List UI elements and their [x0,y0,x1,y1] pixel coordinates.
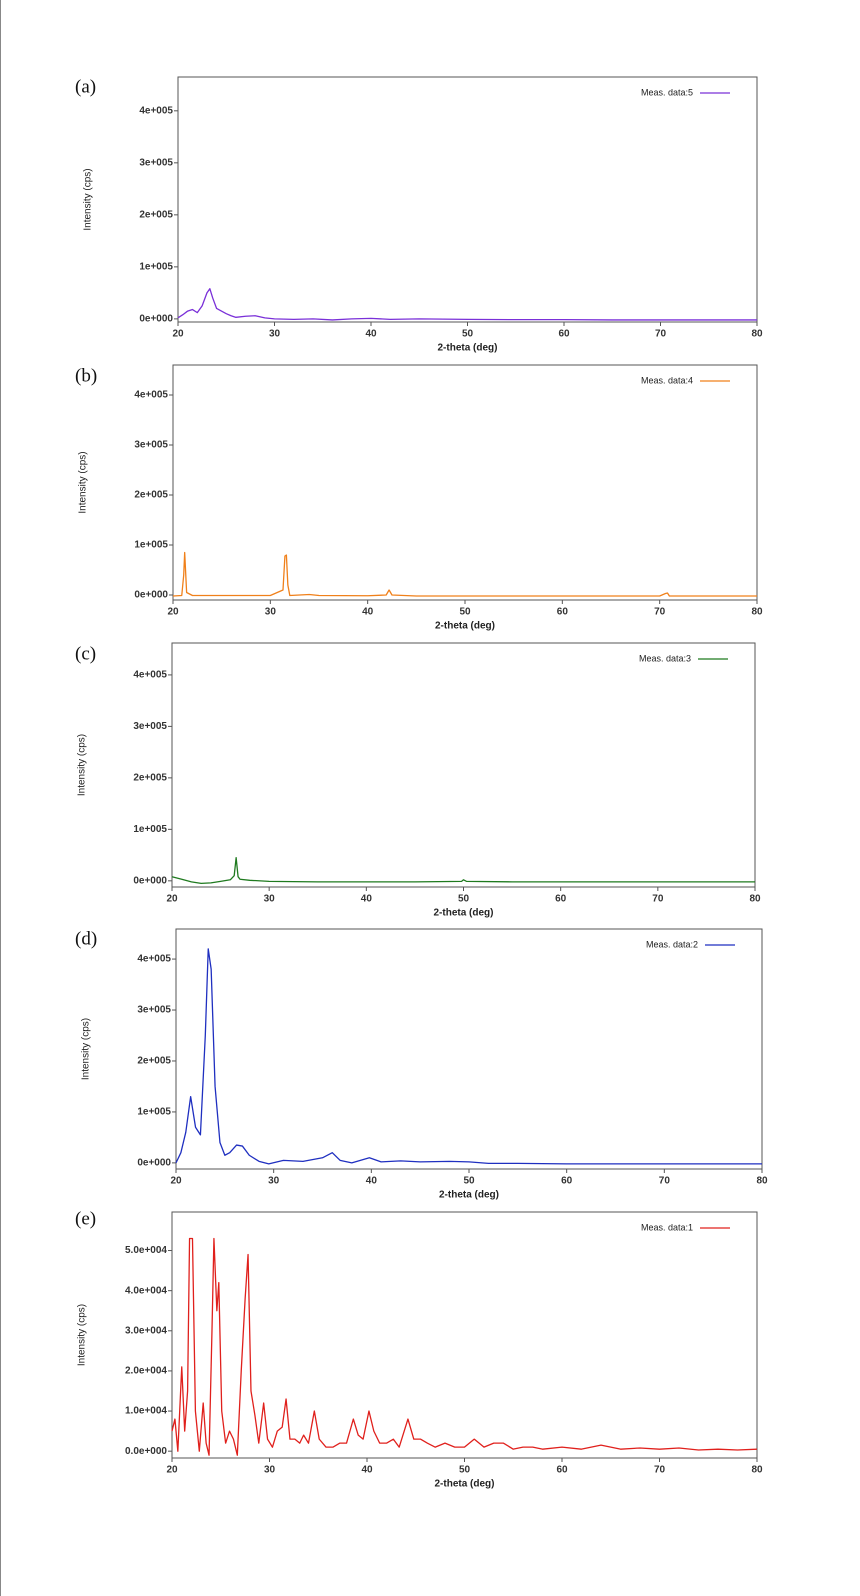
panel-label: (c) [75,643,96,664]
y-axis-label: Intensity (cps) [77,734,88,796]
y-axis-label: Intensity (cps) [81,1018,92,1080]
plot-frame [172,364,758,601]
x-tick-label: 70 [652,894,664,905]
x-axis-label: 2-theta (deg) [435,621,495,632]
data-line [175,948,762,1165]
legend-label: Meas. data:1 [641,1222,693,1232]
x-tick-label: 60 [556,1465,568,1476]
panel-label: (e) [75,1208,96,1229]
y-tick-label: 3e+005 [139,157,173,168]
x-tick-label: 60 [558,329,570,340]
data-line [172,551,757,597]
x-axis-label: 2-theta (deg) [439,1190,499,1201]
x-tick-label: 40 [366,1176,378,1187]
x-tick-label: 60 [557,607,569,618]
y-tick-label: 1.0e+004 [125,1406,167,1417]
x-tick-label: 40 [361,1465,373,1476]
y-tick-label: 3e+005 [133,721,167,732]
x-tick-label: 50 [462,329,474,340]
x-tick-label: 30 [268,1176,280,1187]
x-tick-label: 20 [167,607,179,618]
x-tick-label: 40 [365,329,377,340]
x-tick-label: 70 [659,1176,671,1187]
y-tick-label: 2e+005 [137,1056,171,1067]
data-line [171,857,755,885]
x-tick-label: 50 [459,607,471,618]
y-tick-label: 1e+005 [137,1107,171,1118]
y-axis-label: Intensity (cps) [77,1304,88,1366]
x-tick-label: 60 [561,1176,573,1187]
legend-label: Meas. data:2 [646,939,698,949]
y-tick-label: 1e+005 [134,540,168,551]
x-tick-label: 30 [269,329,281,340]
y-tick-label: 4e+005 [133,670,167,681]
x-tick-label: 60 [555,894,567,905]
plot-frame [171,642,756,888]
x-tick-label: 70 [654,1465,666,1476]
x-tick-label: 50 [458,894,470,905]
panel-label: (b) [75,365,97,386]
y-tick-label: 0e+000 [134,590,168,601]
y-tick-label: 3.0e+004 [125,1325,167,1336]
y-tick-label: 5.0e+004 [125,1245,167,1256]
x-tick-label: 80 [751,329,763,340]
y-tick-label: 2e+005 [139,209,173,220]
plot-frame [177,76,758,323]
x-tick-label: 70 [655,329,667,340]
x-tick-label: 40 [362,607,374,618]
x-tick-label: 20 [170,1176,182,1187]
x-tick-label: 80 [756,1176,768,1187]
legend-label: Meas. data:3 [639,653,691,663]
y-tick-label: 1e+005 [139,262,173,273]
x-tick-label: 80 [749,894,761,905]
panel-label: (d) [75,928,97,949]
y-tick-label: 3e+005 [134,440,168,451]
y-tick-label: 0e+000 [133,875,167,886]
y-tick-label: 2.0e+004 [125,1366,167,1377]
legend-label: Meas. data:5 [641,87,693,97]
plot-frame [171,1211,758,1459]
x-tick-label: 30 [264,1465,276,1476]
y-tick-label: 4.0e+004 [125,1285,167,1296]
x-tick-label: 50 [459,1465,471,1476]
x-tick-label: 20 [172,329,184,340]
y-axis-label: Intensity (cps) [83,168,94,230]
y-tick-label: 1e+005 [133,824,167,835]
y-tick-label: 4e+005 [139,105,173,116]
y-tick-label: 4e+005 [137,954,171,965]
legend-label: Meas. data:4 [641,375,693,385]
x-tick-label: 30 [265,607,277,618]
y-tick-label: 0e+000 [139,314,173,325]
x-tick-label: 20 [166,894,178,905]
x-axis-label: 2-theta (deg) [438,343,498,354]
y-tick-label: 4e+005 [134,390,168,401]
x-axis-label: 2-theta (deg) [434,908,494,919]
y-axis-label: Intensity (cps) [78,451,89,513]
data-line [171,1237,758,1456]
y-tick-label: 3e+005 [137,1005,171,1016]
x-axis-label: 2-theta (deg) [435,1479,495,1490]
plot-frame [175,928,763,1170]
x-tick-label: 70 [654,607,666,618]
y-tick-label: 2e+005 [134,490,168,501]
x-tick-label: 50 [463,1176,475,1187]
y-tick-label: 2e+005 [133,773,167,784]
y-tick-label: 0.0e+000 [125,1446,167,1457]
x-tick-label: 20 [166,1465,178,1476]
data-line [177,288,757,321]
y-tick-label: 0e+000 [137,1158,171,1169]
x-tick-label: 80 [751,607,763,618]
panel-label: (a) [75,76,96,97]
x-tick-label: 80 [751,1465,763,1476]
x-tick-label: 30 [264,894,276,905]
x-tick-label: 40 [361,894,373,905]
